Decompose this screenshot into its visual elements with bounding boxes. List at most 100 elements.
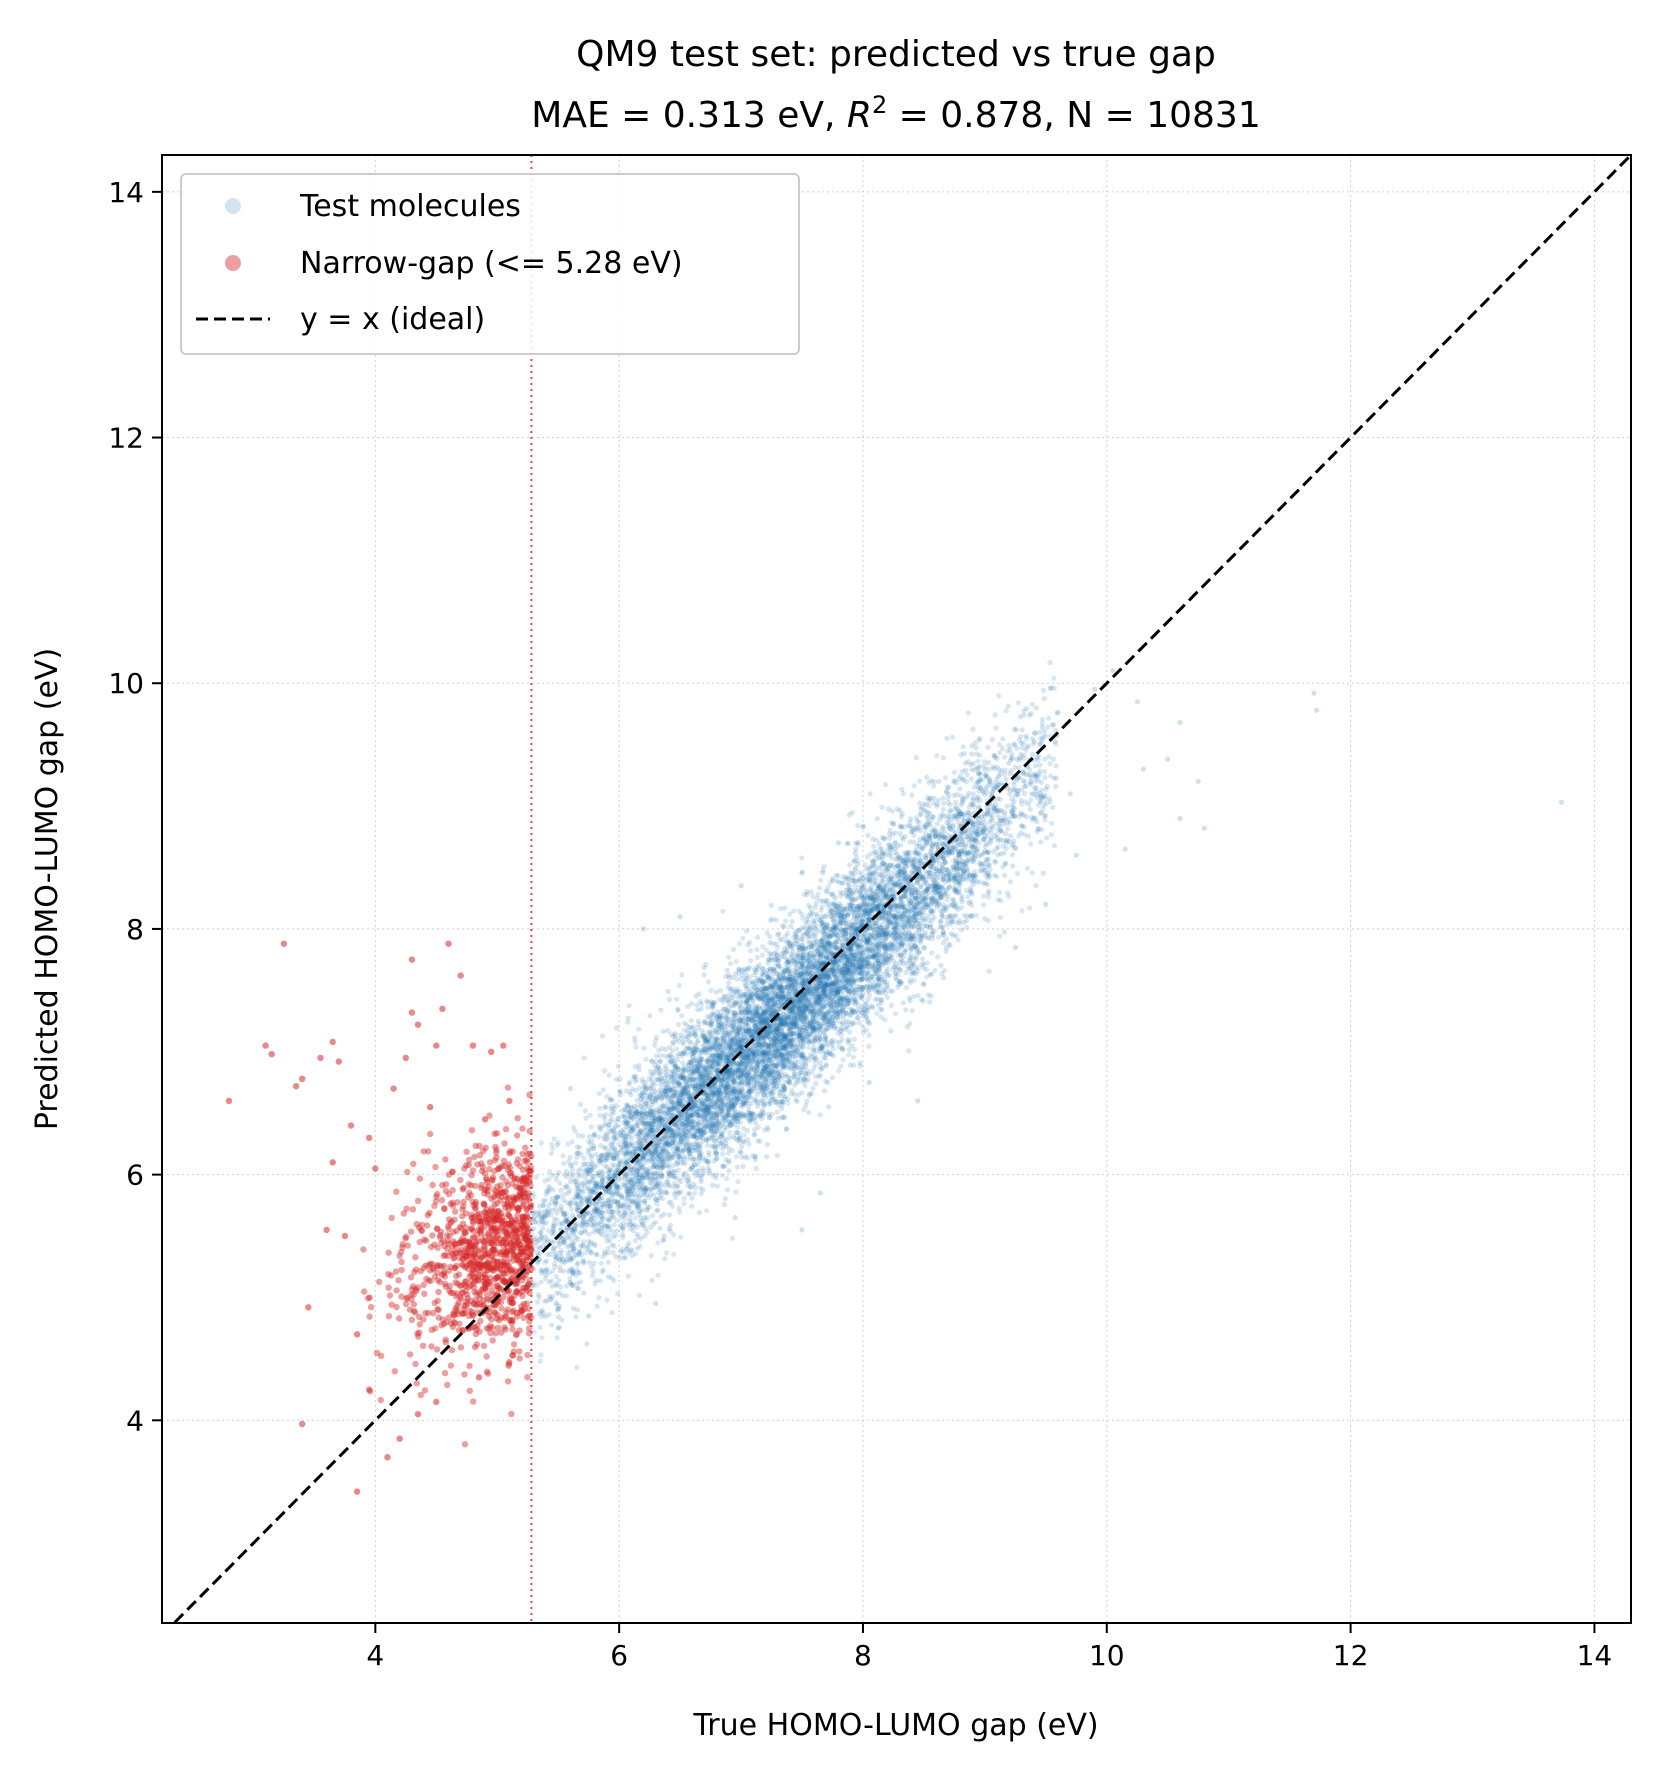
point-test-molecule <box>792 1091 798 1097</box>
point-test-molecule <box>606 1274 612 1280</box>
point-test-molecule <box>888 1002 894 1009</box>
point-test-molecule <box>724 1176 730 1182</box>
point-test-molecule <box>568 1200 574 1206</box>
point-test-molecule <box>958 835 964 841</box>
point-test-molecule <box>794 1047 801 1053</box>
point-test-molecule <box>997 914 1004 921</box>
point-test-molecule <box>867 791 873 797</box>
point-test-molecule <box>836 965 843 971</box>
point-test-molecule <box>563 1228 569 1234</box>
point-test-molecule <box>836 996 842 1002</box>
point-test-molecule <box>959 905 965 911</box>
point-test-molecule <box>830 1046 837 1052</box>
point-test-molecule <box>549 1322 555 1328</box>
point-test-molecule <box>827 905 833 912</box>
point-test-molecule <box>819 1003 825 1009</box>
point-test-molecule <box>866 936 872 942</box>
point-test-molecule <box>846 1047 853 1053</box>
point-test-molecule <box>718 1076 725 1082</box>
point-test-molecule <box>924 774 930 780</box>
point-test-molecule <box>993 725 999 731</box>
point-test-molecule <box>719 1151 726 1157</box>
point-test-molecule <box>701 972 707 978</box>
point-test-molecule <box>675 1126 681 1132</box>
point-test-molecule <box>935 934 942 940</box>
point-test-molecule <box>551 1222 558 1229</box>
point-test-molecule <box>607 1237 613 1243</box>
point-test-molecule <box>838 907 844 913</box>
point-test-molecule <box>1023 747 1029 753</box>
point-test-molecule <box>722 1196 728 1202</box>
point-test-molecule <box>755 1041 762 1048</box>
point-test-molecule <box>667 1228 674 1234</box>
point-test-molecule <box>533 1174 539 1180</box>
point-test-molecule <box>754 1078 760 1084</box>
point-test-molecule <box>691 1170 698 1176</box>
subtitle-prefix: MAE = 0.313 eV, <box>531 95 847 136</box>
point-test-molecule <box>681 1075 688 1081</box>
point-test-molecule <box>889 808 895 814</box>
point-test-molecule <box>764 1141 771 1147</box>
point-test-molecule <box>1038 839 1044 845</box>
point-test-molecule <box>1005 703 1011 709</box>
point-test-molecule <box>873 837 880 843</box>
point-test-molecule <box>938 919 944 925</box>
point-test-molecule <box>874 943 880 949</box>
point-test-molecule <box>568 1280 574 1286</box>
point-test-molecule <box>1040 716 1046 723</box>
point-test-molecule <box>1046 715 1052 721</box>
point-test-molecule <box>812 904 818 911</box>
point-test-molecule <box>803 1078 809 1084</box>
point-test-molecule <box>940 924 946 930</box>
point-test-molecule <box>720 1076 727 1082</box>
point-test-molecule <box>600 1254 606 1260</box>
point-test-molecule <box>652 1042 658 1048</box>
point-test-molecule <box>902 919 909 925</box>
point-test-molecule <box>560 1153 566 1159</box>
point-test-molecule <box>662 1256 668 1262</box>
point-test-molecule <box>893 849 899 855</box>
point-test-molecule <box>577 1101 584 1107</box>
point-test-molecule <box>726 980 732 986</box>
point-test-molecule <box>802 991 809 997</box>
point-test-molecule <box>595 1173 601 1179</box>
point-test-molecule <box>865 901 871 908</box>
point-test-molecule <box>600 1179 606 1185</box>
point-test-molecule <box>545 1228 551 1234</box>
point-test-molecule <box>737 993 743 999</box>
point-test-molecule <box>846 892 852 898</box>
point-test-molecule <box>740 1163 746 1169</box>
point-test-molecule <box>754 947 760 953</box>
point-test-molecule <box>742 1113 748 1119</box>
point-test-molecule <box>944 735 950 742</box>
point-test-molecule <box>754 954 760 961</box>
point-test-molecule <box>930 886 936 892</box>
point-test-molecule <box>572 1239 578 1245</box>
point-test-molecule <box>733 1154 740 1160</box>
point-test-molecule <box>940 795 946 801</box>
point-test-molecule <box>862 862 868 868</box>
point-test-molecule <box>636 1292 643 1299</box>
point-test-molecule <box>810 893 816 900</box>
point-test-molecule <box>579 1222 585 1228</box>
point-test-molecule <box>548 1150 554 1156</box>
point-test-molecule <box>681 1201 687 1207</box>
point-test-molecule <box>1051 756 1057 762</box>
point-test-molecule <box>955 848 961 854</box>
point-test-molecule <box>1027 905 1033 911</box>
point-test-molecule <box>557 1250 564 1256</box>
point-test-molecule <box>660 1028 667 1034</box>
point-test-molecule <box>622 1195 628 1201</box>
point-test-molecule <box>632 1149 638 1156</box>
point-test-molecule <box>771 1075 777 1081</box>
point-test-molecule <box>679 1115 685 1121</box>
point-test-molecule <box>712 1040 719 1046</box>
point-test-molecule <box>692 1128 699 1134</box>
point-test-molecule <box>751 1053 757 1059</box>
point-test-molecule <box>723 1020 729 1026</box>
point-test-molecule <box>620 1201 626 1208</box>
point-test-molecule <box>629 1166 636 1172</box>
point-test-molecule <box>980 837 986 843</box>
point-test-molecule <box>553 1273 559 1279</box>
point-test-molecule <box>707 1128 713 1134</box>
